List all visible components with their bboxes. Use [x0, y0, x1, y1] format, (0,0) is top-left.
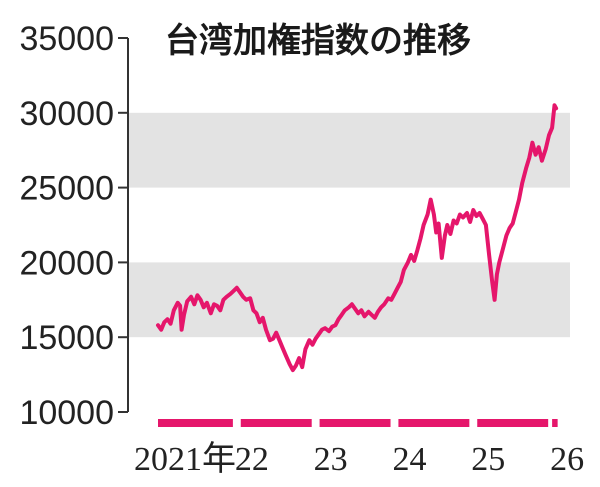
x-tick-label: 26 [550, 441, 584, 478]
chart-title: 台湾加権指数の推移 [165, 21, 471, 61]
y-axis: 35000 30000 25000 20000 15000 10000 [19, 20, 129, 432]
y-tick-label: 10000 [19, 394, 114, 432]
x-tick-label: 23 [314, 441, 348, 478]
year-bar [398, 419, 470, 427]
y-tick-label: 35000 [19, 20, 114, 58]
year-bars [158, 419, 558, 427]
y-tick-label: 15000 [19, 319, 114, 357]
x-tick-label: 24 [392, 441, 426, 478]
grid-band [128, 112, 570, 188]
year-bar [477, 419, 549, 427]
year-bar [158, 419, 233, 427]
x-tick-label: 2021年 [134, 440, 236, 478]
series-line [156, 103, 559, 373]
year-bar [319, 419, 391, 427]
y-tick-label: 25000 [19, 170, 114, 208]
y-tick-label: 20000 [19, 244, 114, 282]
y-tick-label: 30000 [19, 95, 114, 133]
year-bar [552, 419, 558, 427]
x-tick-label: 22 [235, 441, 269, 478]
year-bar [240, 419, 312, 427]
x-tick-label: 25 [471, 441, 505, 478]
plot-area [156, 103, 559, 373]
